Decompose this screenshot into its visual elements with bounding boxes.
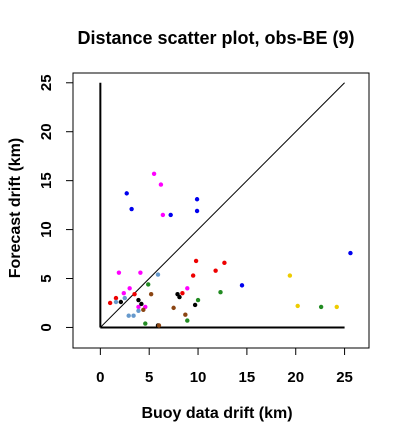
data-point-s0-4: [194, 197, 200, 202]
data-point-s4-4: [177, 294, 182, 300]
y-axis-label: Forecast drift (km): [7, 138, 24, 278]
data-point-s0-5: [239, 283, 245, 288]
data-point-s1-0: [151, 171, 157, 177]
plot-frame: [72, 72, 370, 349]
data-point-s5-0: [146, 282, 151, 287]
data-point-s4-5: [192, 302, 198, 308]
data-point-s5-5: [185, 318, 190, 323]
data-point-s1-4: [138, 270, 143, 275]
x-tick-label-15: 15: [239, 369, 256, 386]
x-tick-label-25: 25: [336, 369, 353, 386]
x-tick-label-20: 20: [287, 369, 304, 386]
y-tick-label-5: 5: [38, 274, 55, 282]
data-point-s7-0: [287, 273, 293, 278]
data-point-s5-2: [195, 297, 201, 303]
data-point-s2-3: [213, 268, 218, 273]
data-point-s0-3: [194, 208, 200, 214]
data-point-s3-0: [155, 272, 161, 277]
data-point-s2-0: [107, 300, 113, 306]
data-point-s7-2: [334, 304, 339, 310]
data-point-s3-3: [136, 308, 141, 314]
data-point-s2-6: [113, 295, 119, 301]
y-tick-label-25: 25: [38, 74, 55, 91]
data-point-s0-1: [129, 206, 134, 212]
data-point-s2-5: [132, 291, 137, 297]
x-tick-label-0: 0: [96, 369, 104, 386]
x-tick-label-10: 10: [190, 369, 207, 386]
data-point-s5-4: [318, 304, 324, 310]
y-tick-label-15: 15: [38, 172, 55, 189]
chart-title: Distance scatter plot, obs-BE (9): [77, 28, 354, 48]
y-tick-label-10: 10: [38, 221, 55, 238]
data-point-s1-7: [121, 290, 126, 296]
data-point-s6-3: [156, 323, 162, 328]
data-point-s1-6: [185, 286, 190, 291]
data-point-s0-2: [168, 212, 173, 218]
data-point-s3-5: [113, 299, 119, 305]
y-tick-label-20: 20: [38, 123, 55, 140]
data-point-s6-1: [171, 305, 176, 311]
data-point-s3-2: [131, 313, 136, 318]
data-point-s1-2: [160, 212, 166, 218]
data-point-s2-4: [190, 273, 196, 278]
data-point-s4-0: [118, 299, 124, 305]
data-point-s6-0: [148, 291, 154, 297]
data-point-s1-5: [127, 286, 132, 291]
data-point-s1-3: [116, 270, 122, 275]
data-point-s0-6: [348, 250, 353, 256]
data-point-s2-2: [222, 260, 227, 266]
data-point-s7-1: [295, 303, 300, 309]
data-point-s3-4: [122, 295, 127, 301]
data-point-s2-7: [180, 290, 185, 296]
data-point-s4-1: [136, 297, 141, 303]
data-point-s2-1: [193, 258, 199, 264]
plot-area: 0 5 10 15 20 25 0 5 10 15 20 25: [38, 72, 370, 386]
data-point-s1-8: [136, 304, 141, 310]
data-point-s3-1: [126, 313, 131, 318]
x-axis-label: Buoy data drift (km): [141, 405, 292, 422]
data-point-s1-1: [158, 182, 164, 187]
data-point-s5-1: [218, 290, 223, 295]
data-point-s6-4: [141, 307, 146, 313]
data-point-s4-2: [139, 301, 144, 307]
data-point-s0-0: [124, 191, 129, 196]
reference-line-identity: [99, 82, 345, 328]
x-tick-label-5: 5: [145, 369, 153, 386]
y-tick-label-0: 0: [38, 323, 55, 331]
data-point-s6-2: [183, 312, 188, 317]
data-point-s5-3: [143, 321, 148, 326]
